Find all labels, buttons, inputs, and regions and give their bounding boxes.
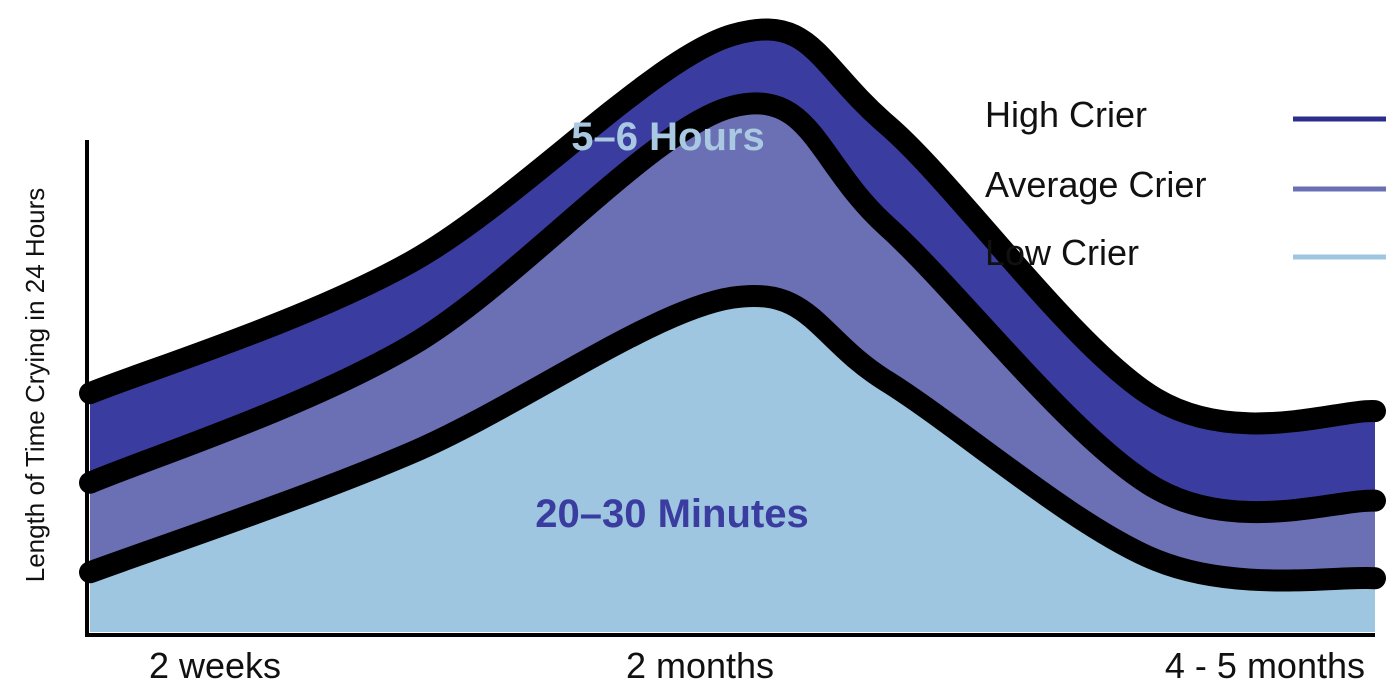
- area-layers: [79, 18, 1386, 632]
- x-tick-label: 2 months: [626, 645, 774, 686]
- low-crier-value-label: 20–30 Minutes: [535, 492, 808, 536]
- legend-item-low-crier: Low Crier: [985, 232, 1386, 273]
- axes: [85, 140, 1375, 637]
- legend-item-average-crier: Average Crier: [985, 164, 1386, 205]
- legend-label: Low Crier: [985, 232, 1139, 273]
- legend: High Crier Average Crier Low Crier: [985, 94, 1386, 273]
- x-tick-labels: 2 weeks 2 months 4 - 5 months: [149, 645, 1365, 686]
- x-tick-label: 4 - 5 months: [1165, 645, 1365, 686]
- area-low-crier: [90, 295, 1375, 632]
- high-crier-value-label: 5–6 Hours: [571, 115, 764, 159]
- line-high-crier: [79, 18, 1386, 435]
- line-low-crier: [79, 285, 1386, 592]
- series-labels: 5–6 Hours 20–30 Minutes: [535, 115, 808, 536]
- y-axis-label: Length of Time Crying in 24 Hours: [20, 188, 50, 583]
- line-average-crier: [79, 92, 1386, 524]
- legend-label: High Crier: [985, 94, 1147, 135]
- legend-label: Average Crier: [985, 164, 1206, 205]
- legend-item-high-crier: High Crier: [985, 94, 1386, 135]
- x-tick-label: 2 weeks: [149, 645, 281, 686]
